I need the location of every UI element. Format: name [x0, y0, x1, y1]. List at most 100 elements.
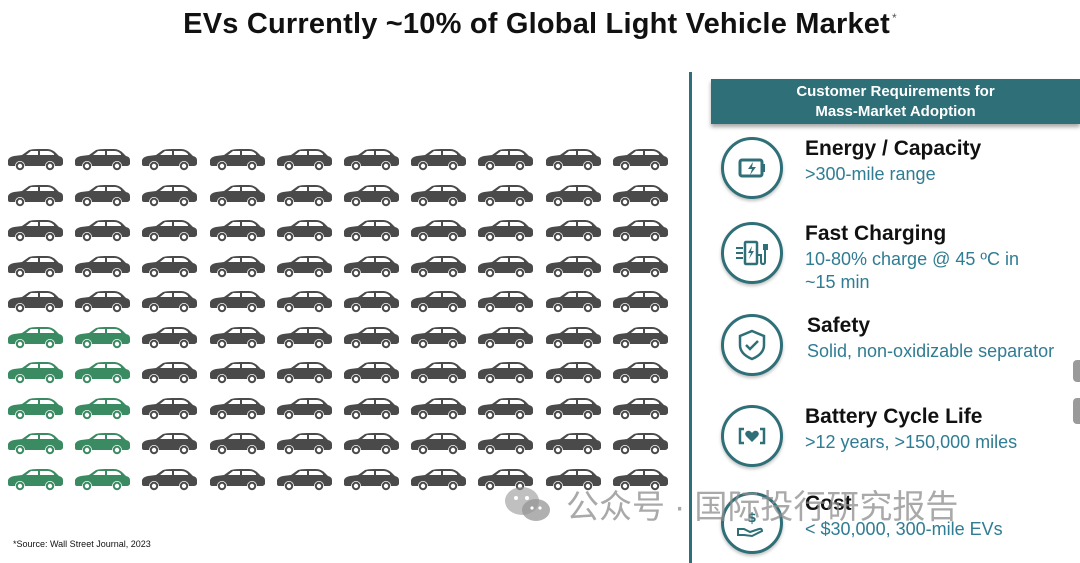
car-icon: [610, 430, 670, 456]
car-icon: [610, 288, 670, 314]
car-icon: [408, 324, 468, 350]
requirement-cost: $ Cost < $30,000, 300-mile EVs: [721, 492, 1080, 556]
requirement-battery-cycle-life: Battery Cycle Life >12 years, >150,000 m…: [721, 405, 1080, 469]
car-icon: [207, 253, 267, 279]
car-icon: [408, 182, 468, 208]
car-icon: [610, 253, 670, 279]
ev-car-icon: [72, 359, 132, 385]
car-icon: [207, 324, 267, 350]
car-icon: [139, 253, 199, 279]
page-title-text: EVs Currently ~10% of Global Light Vehic…: [183, 8, 890, 40]
car-icon: [139, 395, 199, 421]
requirement-title: Cost: [805, 492, 852, 515]
car-icon: [543, 253, 603, 279]
car-icon: [72, 146, 132, 172]
requirement-title: Energy / Capacity: [805, 137, 982, 160]
car-icon: [341, 182, 401, 208]
car-icon: [610, 182, 670, 208]
edge-tab-lower: [1073, 398, 1080, 424]
car-icon: [475, 430, 535, 456]
requirement-desc: >300-mile range: [805, 164, 936, 184]
requirement-energy-capacity: Energy / Capacity >300-mile range: [721, 137, 1080, 201]
car-icon: [408, 288, 468, 314]
requirement-desc-line1: 10-80% charge @ 45 ºC in: [805, 249, 1019, 269]
car-icon: [408, 359, 468, 385]
ev-car-icon: [5, 430, 65, 456]
car-icon: [5, 182, 65, 208]
car-icon: [274, 324, 334, 350]
money-hand-icon: $: [721, 492, 783, 554]
car-icon: [207, 395, 267, 421]
car-icon: [543, 217, 603, 243]
requirements-header-line2: Mass-Market Adoption: [815, 102, 976, 120]
car-icon: [408, 253, 468, 279]
car-icon: [543, 395, 603, 421]
car-icon: [475, 324, 535, 350]
car-icon: [610, 324, 670, 350]
car-icon: [341, 253, 401, 279]
car-icon: [543, 359, 603, 385]
car-icon: [475, 182, 535, 208]
car-icon: [139, 182, 199, 208]
car-icon: [610, 395, 670, 421]
charging-station-icon: [721, 222, 783, 284]
battery-charge-icon: [721, 137, 783, 199]
car-icon: [408, 146, 468, 172]
ev-car-icon: [5, 359, 65, 385]
watermark: 公众号 · 国际投行研究报告: [500, 480, 958, 528]
wechat-logo-icon: [500, 484, 556, 524]
car-icon: [543, 288, 603, 314]
car-icon: [207, 182, 267, 208]
car-icon: [341, 466, 401, 492]
car-icon: [72, 288, 132, 314]
car-icon: [207, 217, 267, 243]
requirements-header-line1: Customer Requirements for: [796, 82, 995, 100]
vertical-divider: [689, 72, 692, 563]
car-icon: [139, 324, 199, 350]
car-icon: [341, 288, 401, 314]
battery-heart-icon: [721, 405, 783, 467]
car-icon: [274, 253, 334, 279]
car-icon: [408, 466, 468, 492]
page-title: EVs Currently ~10% of Global Light Vehic…: [0, 8, 1080, 41]
car-icon: [543, 466, 603, 492]
car-icon: [5, 146, 65, 172]
ev-car-icon: [72, 430, 132, 456]
car-icon: [274, 182, 334, 208]
car-icon: [543, 430, 603, 456]
car-icon: [341, 217, 401, 243]
car-icon: [341, 324, 401, 350]
car-icon: [408, 395, 468, 421]
car-icon: [274, 217, 334, 243]
requirement-title: Fast Charging: [805, 222, 947, 245]
requirement-desc-line2: ~15 min: [805, 272, 870, 292]
title-footnote-mark: *: [891, 11, 897, 26]
car-pictograph-grid: [5, 146, 669, 496]
car-icon: [341, 395, 401, 421]
source-footnote: *Source: Wall Street Journal, 2023: [13, 539, 151, 549]
car-icon: [72, 217, 132, 243]
car-icon: [139, 466, 199, 492]
car-icon: [475, 395, 535, 421]
car-icon: [274, 146, 334, 172]
edge-tab-upper: [1073, 360, 1080, 382]
car-icon: [408, 430, 468, 456]
car-icon: [72, 253, 132, 279]
car-icon: [207, 466, 267, 492]
car-icon: [475, 146, 535, 172]
car-icon: [341, 359, 401, 385]
car-icon: [408, 217, 468, 243]
car-icon: [207, 146, 267, 172]
car-icon: [5, 253, 65, 279]
requirement-title: Battery Cycle Life: [805, 405, 983, 428]
car-icon: [475, 217, 535, 243]
requirements-header: Customer Requirements for Mass-Market Ad…: [711, 79, 1080, 124]
car-icon: [274, 359, 334, 385]
car-icon: [475, 253, 535, 279]
requirement-fast-charging: Fast Charging 10-80% charge @ 45 ºC in ~…: [721, 222, 1080, 292]
requirement-desc: >12 years, >150,000 miles: [805, 432, 1018, 452]
ev-car-icon: [5, 466, 65, 492]
car-icon: [274, 395, 334, 421]
ev-car-icon: [72, 466, 132, 492]
ev-car-icon: [72, 324, 132, 350]
